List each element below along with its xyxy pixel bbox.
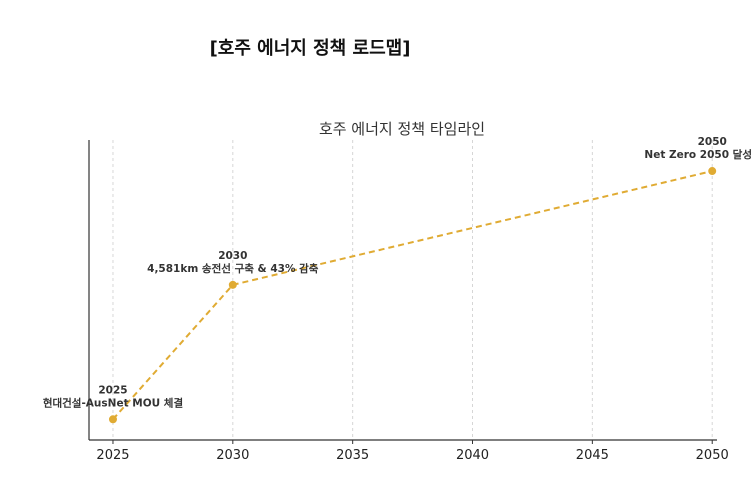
data-point-2050 — [708, 167, 717, 176]
page-title: [호주 에너지 정책 로드맵] — [209, 38, 411, 59]
grid-lines — [112, 140, 713, 440]
annotation-event-2025: 현대건설-AusNet MOU 체결 — [43, 396, 183, 409]
x-tick-label-2045: 2045 — [576, 448, 609, 463]
x-tick-label-2050: 2050 — [696, 448, 729, 463]
data-point-2030 — [228, 280, 237, 289]
series-timeline — [108, 167, 717, 424]
annotation-year-2030: 2030 — [218, 250, 247, 262]
data-point-2025 — [108, 415, 117, 424]
annotation-event-2050: Net Zero 2050 달성 — [644, 148, 752, 161]
chart-title: 호주 에너지 정책 타임라인 — [319, 120, 485, 138]
series-line — [112, 170, 713, 420]
axes — [88, 140, 717, 441]
annotation-year-2025: 2025 — [98, 384, 127, 396]
x-tick-label-2040: 2040 — [456, 448, 489, 463]
x-tick-labels: 2025 2030 2035 2040 2045 2050 — [96, 440, 729, 463]
annotation-event-2030: 4,581km 송전선 구축 & 43% 감축 — [147, 262, 319, 275]
x-tick-label-2025: 2025 — [96, 448, 129, 463]
x-tick-label-2035: 2035 — [336, 448, 369, 463]
x-tick-label-2030: 2030 — [216, 448, 249, 463]
annotation-year-2050: 2050 — [698, 136, 727, 148]
